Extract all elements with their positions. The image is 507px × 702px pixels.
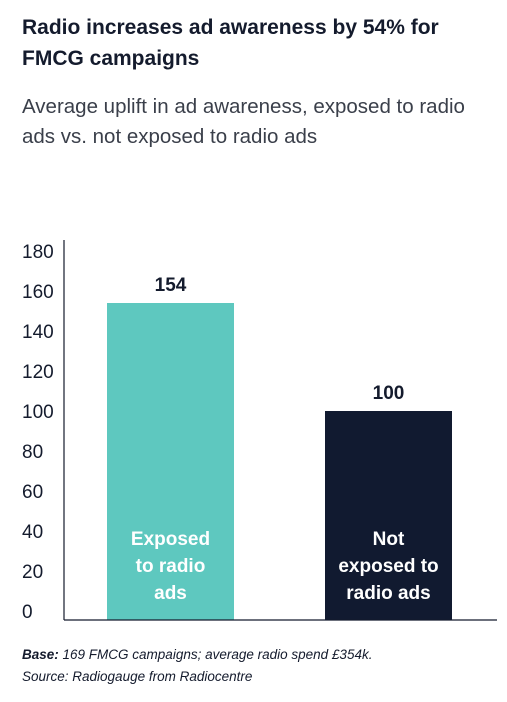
- y-tick-label: 0: [22, 602, 33, 623]
- y-tick-label: 100: [22, 402, 54, 423]
- source-note: Source: Radiogauge from Radiocentre: [22, 669, 253, 684]
- y-tick-label: 180: [22, 242, 54, 263]
- base-label: Base:: [22, 647, 59, 662]
- data-label: 154: [155, 275, 187, 296]
- y-tick-label: 40: [22, 522, 43, 543]
- bar: [107, 303, 234, 620]
- category-label: Not exposed to radio ads: [338, 529, 438, 604]
- chart-title: Radio increases ad awareness by 54% for …: [22, 16, 439, 70]
- y-tick-label: 80: [22, 442, 43, 463]
- y-tick-label: 160: [22, 282, 54, 303]
- base-note: Base: 169 FMCG campaigns; average radio …: [22, 647, 492, 662]
- y-tick-label: 140: [22, 322, 54, 343]
- bar: [325, 411, 452, 620]
- category-label: Exposed to radio ads: [131, 529, 210, 604]
- y-tick-label: 60: [22, 482, 43, 503]
- y-tick-label: 20: [22, 562, 43, 583]
- data-label: 100: [373, 383, 405, 404]
- y-tick-label: 120: [22, 362, 54, 383]
- base-text: 169 FMCG campaigns; average radio spend …: [58, 647, 373, 662]
- chart-subtitle: Average uplift in ad awareness, exposed …: [22, 95, 465, 148]
